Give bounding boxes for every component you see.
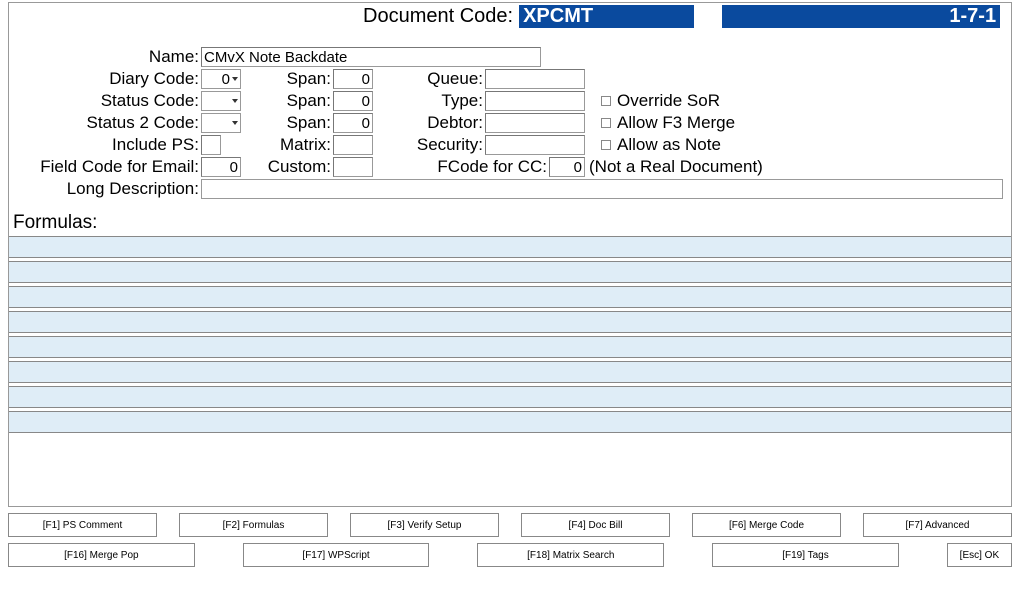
formula-row[interactable] [9, 386, 1011, 408]
f19-tags-button[interactable]: [F19] Tags [712, 543, 899, 567]
span1-label: Span: [241, 69, 333, 89]
function-keys: [F1] PS Comment [F2] Formulas [F3] Verif… [8, 513, 1012, 567]
status-code-dropdown[interactable] [201, 91, 241, 111]
f1-ps-comment-button[interactable]: [F1] PS Comment [8, 513, 157, 537]
fcode-cc-input[interactable]: 0 [549, 157, 585, 177]
formula-row[interactable] [9, 236, 1011, 258]
not-real-doc-label: (Not a Real Document) [589, 157, 763, 177]
long-desc-input[interactable] [201, 179, 1003, 199]
doc-version: 1-7-1 [722, 5, 1000, 28]
type-input[interactable] [485, 91, 585, 111]
fkey-row-2: [F16] Merge Pop [F17] WPScript [F18] Mat… [8, 543, 1012, 567]
formula-row[interactable] [9, 336, 1011, 358]
diary-code-dropdown[interactable]: 0 [201, 69, 241, 89]
include-ps-label: Include PS: [11, 135, 201, 155]
esc-ok-button[interactable]: [Esc] OK [947, 543, 1012, 567]
debtor-label: Debtor: [373, 113, 485, 133]
span2-input[interactable]: 0 [333, 91, 373, 111]
status2-code-label: Status 2 Code: [11, 113, 201, 133]
long-desc-label: Long Description: [11, 179, 201, 199]
f6-merge-code-button[interactable]: [F6] Merge Code [692, 513, 841, 537]
debtor-input[interactable] [485, 113, 585, 133]
f2-formulas-button[interactable]: [F2] Formulas [179, 513, 328, 537]
f7-advanced-button[interactable]: [F7] Advanced [863, 513, 1012, 537]
status2-code-dropdown[interactable] [201, 113, 241, 133]
main-panel: Document Code: XPCMT 1-7-1 Name: CMvX No… [8, 2, 1012, 507]
span1-input[interactable]: 0 [333, 69, 373, 89]
form-area: Name: CMvX Note Backdate Diary Code: 0 S… [9, 30, 1011, 204]
formula-row[interactable] [9, 311, 1011, 333]
custom-label: Custom: [241, 157, 333, 177]
diary-code-label: Diary Code: [11, 69, 201, 89]
header-bar: Document Code: XPCMT 1-7-1 [9, 3, 1011, 30]
security-input[interactable] [485, 135, 585, 155]
formula-row[interactable] [9, 261, 1011, 283]
checkbox-icon [601, 96, 611, 106]
fcode-email-label: Field Code for Email: [11, 157, 201, 177]
name-input[interactable]: CMvX Note Backdate [201, 47, 541, 67]
formulas-label: Formulas: [9, 204, 1011, 236]
include-ps-input[interactable] [201, 135, 221, 155]
formulas-grid [9, 236, 1011, 433]
checkbox-icon [601, 140, 611, 150]
checkbox-icon [601, 118, 611, 128]
allow-f3-checkbox[interactable]: Allow F3 Merge [601, 113, 735, 133]
doc-code-label: Document Code: [363, 5, 513, 28]
f3-verify-setup-button[interactable]: [F3] Verify Setup [350, 513, 499, 537]
formula-row[interactable] [9, 411, 1011, 433]
queue-label: Queue: [373, 69, 485, 89]
fcode-cc-label: FCode for CC: [373, 157, 549, 177]
formula-row[interactable] [9, 286, 1011, 308]
f16-merge-pop-button[interactable]: [F16] Merge Pop [8, 543, 195, 567]
f4-doc-bill-button[interactable]: [F4] Doc Bill [521, 513, 670, 537]
span3-label: Span: [241, 113, 333, 133]
queue-input[interactable] [485, 69, 585, 89]
status-code-label: Status Code: [11, 91, 201, 111]
matrix-input[interactable] [333, 135, 373, 155]
fkey-row-1: [F1] PS Comment [F2] Formulas [F3] Verif… [8, 513, 1012, 537]
formula-row[interactable] [9, 361, 1011, 383]
security-label: Security: [373, 135, 485, 155]
span3-input[interactable]: 0 [333, 113, 373, 133]
matrix-label: Matrix: [221, 135, 333, 155]
name-label: Name: [11, 47, 201, 67]
allow-note-checkbox[interactable]: Allow as Note [601, 135, 721, 155]
custom-input[interactable] [333, 157, 373, 177]
fcode-email-input[interactable]: 0 [201, 157, 241, 177]
f17-wpscript-button[interactable]: [F17] WPScript [243, 543, 430, 567]
span2-label: Span: [241, 91, 333, 111]
override-sor-checkbox[interactable]: Override SoR [601, 91, 720, 111]
type-label: Type: [373, 91, 485, 111]
doc-code-value: XPCMT [519, 5, 694, 28]
f18-matrix-search-button[interactable]: [F18] Matrix Search [477, 543, 664, 567]
